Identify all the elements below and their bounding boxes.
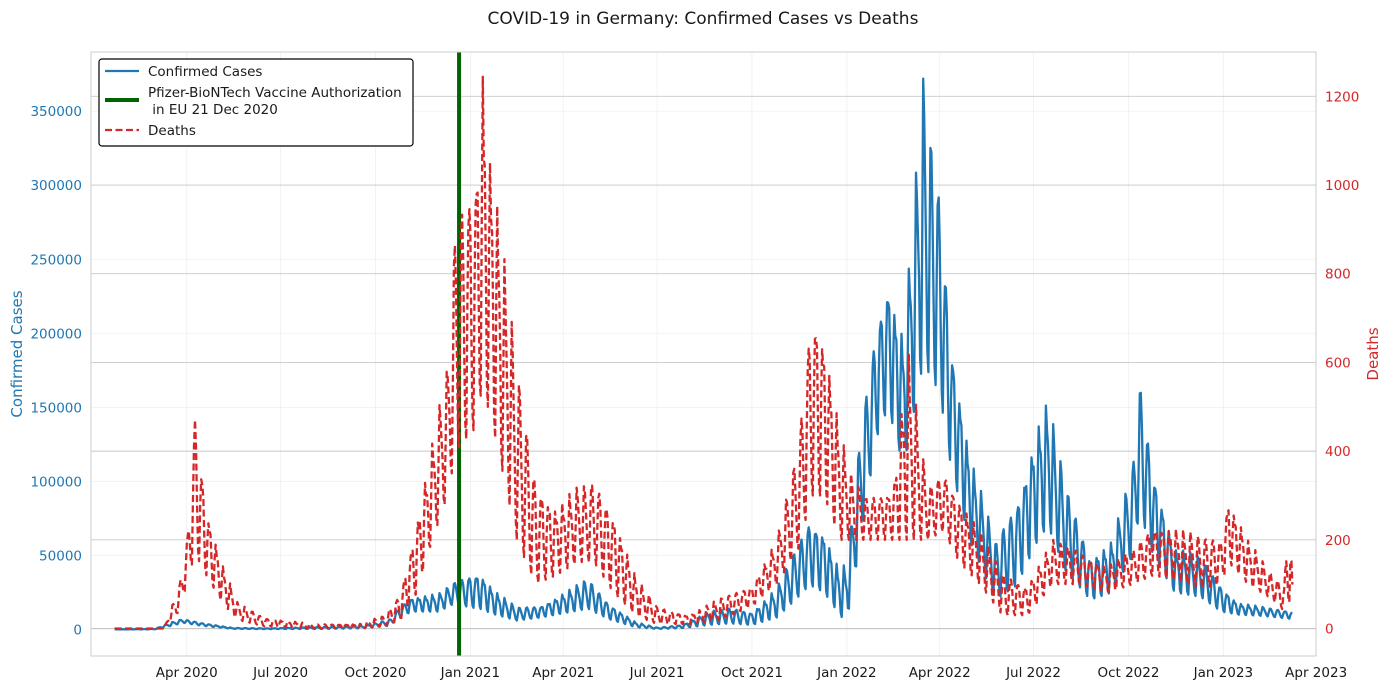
- x-tick-label: Jan 2022: [816, 665, 876, 681]
- legend-label-vaccine-line1: Pfizer-BioNTech Vaccine Authorization: [148, 85, 402, 101]
- x-tick-label: Jan 2021: [440, 665, 500, 681]
- x-tick-label: Oct 2021: [721, 665, 783, 681]
- legend-label-deaths: Deaths: [148, 123, 196, 139]
- x-tick-label: Jul 2021: [629, 665, 685, 681]
- right-y-tick-label: 0: [1325, 622, 1334, 638]
- legend-box: [98, 58, 414, 147]
- right-y-tick-label: 200: [1325, 533, 1351, 549]
- left-y-tick-label: 150000: [30, 400, 82, 416]
- left-y-tick-labels: 0 50000 100000 150000 200000 250000 300000 3500…: [30, 104, 82, 638]
- chart-title: COVID-19 in Germany: Confirmed Cases vs …: [488, 9, 919, 29]
- left-y-tick-label: 100000: [30, 474, 82, 490]
- x-tick-label: Jan 2023: [1193, 665, 1253, 681]
- x-tick-label: Jul 2020: [252, 665, 308, 681]
- right-y-tick-labels: 0 200 400 600 800 1000 1200: [1325, 89, 1359, 637]
- left-y-tick-label: 200000: [30, 326, 82, 342]
- x-tick-labels: Apr 2020 Jul 2020 Oct 2020 Jan 2021 Apr 2021…: [156, 665, 1347, 681]
- left-y-tick-label: 0: [73, 622, 82, 638]
- legend-label-vaccine-line2: in EU 21 Dec 2020: [148, 102, 278, 118]
- left-y-tick-label: 250000: [30, 252, 82, 268]
- x-tick-label: Oct 2022: [1097, 665, 1159, 681]
- left-y-tick-label: 300000: [30, 178, 82, 194]
- x-tick-label: Apr 2023: [1285, 665, 1347, 681]
- left-y-tick-label: 50000: [39, 548, 82, 564]
- right-y-tick-label: 800: [1325, 267, 1351, 283]
- series-area: [114, 52, 1294, 656]
- legend: Confirmed Cases Pfizer-BioNTech Vaccine …: [98, 58, 414, 147]
- x-tick-label: Oct 2020: [345, 665, 407, 681]
- left-y-axis-label: Confirmed Cases: [8, 290, 26, 417]
- legend-label-confirmed-cases: Confirmed Cases: [148, 64, 262, 80]
- x-tick-label: Jul 2022: [1005, 665, 1061, 681]
- plot-frame: [90, 51, 1317, 657]
- left-y-tick-label: 350000: [30, 104, 82, 120]
- x-tick-label: Apr 2022: [909, 665, 971, 681]
- right-y-tick-label: 600: [1325, 355, 1351, 371]
- right-y-tick-label: 1200: [1325, 89, 1359, 105]
- x-tick-label: Apr 2021: [532, 665, 594, 681]
- deaths-series-line: [114, 75, 1294, 630]
- confirmed-cases-series-line: [114, 77, 1293, 631]
- right-y-tick-label: 400: [1325, 444, 1351, 460]
- right-y-axis-label: Deaths: [1364, 327, 1382, 380]
- x-tick-label: Apr 2020: [156, 665, 218, 681]
- right-y-tick-label: 1000: [1325, 178, 1359, 194]
